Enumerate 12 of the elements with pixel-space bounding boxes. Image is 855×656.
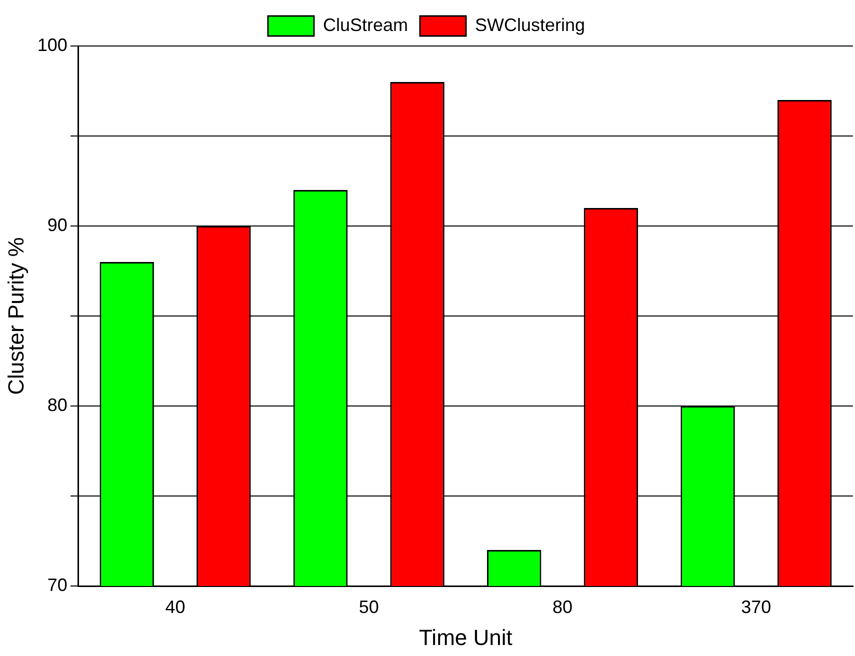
x-tick-label: 80 — [552, 596, 573, 617]
x-axis-title: Time Unit — [419, 624, 512, 650]
y-tick-label: 90 — [47, 214, 68, 235]
x-tick-label: 50 — [358, 596, 379, 617]
y-tick-label: 70 — [47, 574, 68, 595]
y-tick-label: 80 — [47, 394, 68, 415]
y-axis-title: Cluster Purity % — [3, 237, 28, 395]
legend-label: CluStream — [322, 14, 408, 35]
x-tick-label: 40 — [165, 596, 186, 617]
x-tick-label: 370 — [741, 596, 772, 617]
legend-label: SWClustering — [475, 14, 586, 35]
y-tick-label: 100 — [37, 34, 68, 55]
